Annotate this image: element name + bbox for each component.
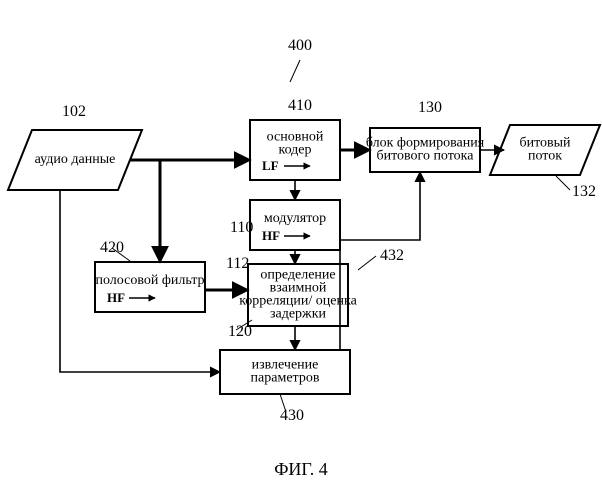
box-text: параметров — [251, 371, 320, 386]
box-text: модулятор — [264, 211, 326, 226]
ref-number: 130 — [418, 99, 442, 116]
block-diagram: аудио данные102основнойкодерLF410блок фо… — [0, 0, 602, 500]
leader-line — [556, 176, 570, 190]
box-text: задержки — [270, 307, 327, 322]
ref-number: 120 — [228, 323, 252, 340]
ref-number: 102 — [62, 103, 86, 120]
box-text: полосовой фильтр — [95, 273, 204, 288]
band-label: HF — [107, 290, 125, 305]
box-text: кодер — [278, 143, 311, 158]
leader-line — [358, 256, 376, 270]
ref-number: 132 — [572, 183, 596, 200]
band-label: HF — [262, 228, 280, 243]
box-text: поток — [528, 149, 562, 164]
ref-number: 410 — [288, 97, 312, 114]
ref-number: 110 — [230, 219, 253, 236]
band-label: LF — [262, 158, 279, 173]
leader-line — [290, 60, 300, 82]
ref-number: 432 — [380, 247, 404, 264]
ref-number: 112 — [226, 255, 249, 272]
box-text: аудио данные — [35, 152, 116, 167]
ref-number: 430 — [280, 407, 304, 424]
figure-number: 400 — [288, 37, 312, 54]
box-text: битового потока — [376, 149, 474, 164]
figure-caption: ФИГ. 4 — [274, 459, 328, 479]
